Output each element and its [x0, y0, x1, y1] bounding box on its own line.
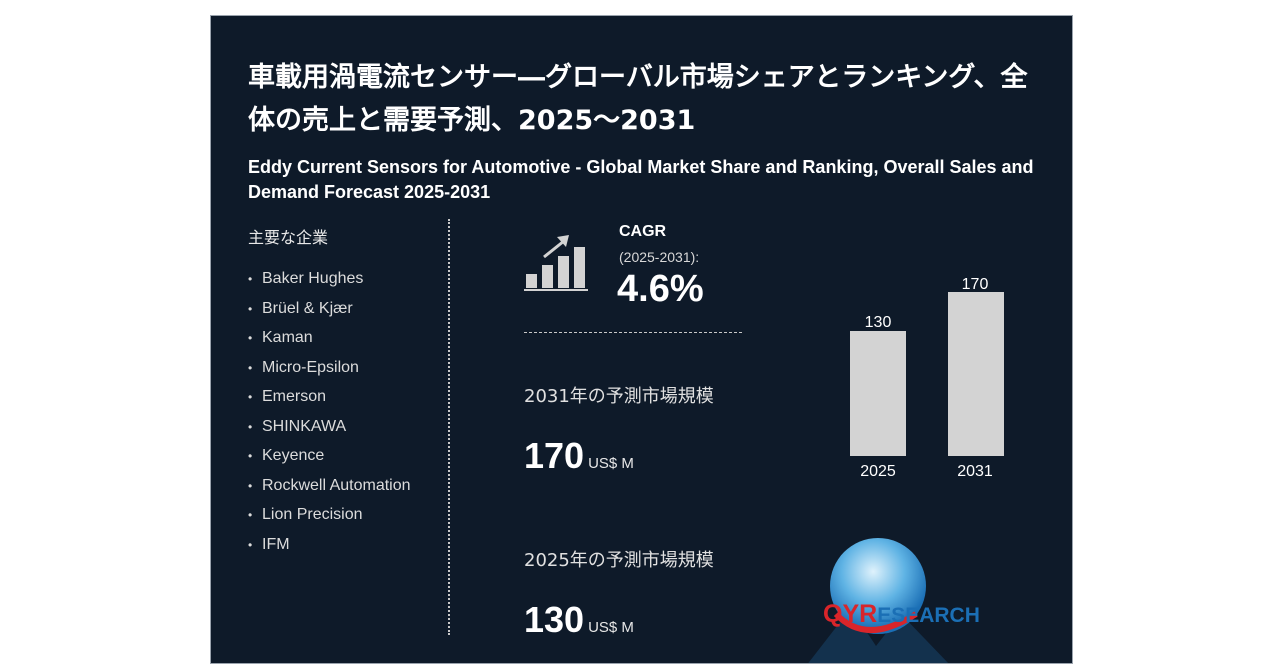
list-item: • SHINKAWA: [248, 415, 438, 439]
bullet-icon: •: [248, 331, 253, 345]
company-name: Baker Hughes: [262, 270, 364, 287]
forecast-2025-value: 130 US$ M: [524, 599, 634, 641]
forecast-2031-label: 2031年の予測市場規模: [524, 386, 714, 407]
cagr-label: CAGR: [619, 223, 667, 240]
list-item: • Baker Hughes: [248, 267, 438, 291]
key-companies-heading: 主要な企業: [248, 228, 329, 247]
qyresearch-logo: QYRESEARCH: [796, 536, 1046, 663]
forecast-2031-unit: US$ M: [588, 455, 634, 472]
company-name: IFM: [262, 535, 290, 553]
bar-category-2025: 2025: [860, 463, 896, 480]
cagr-value: 4.6%: [617, 268, 704, 310]
list-item: • Keyence: [248, 444, 438, 468]
bar-category-2031: 2031: [957, 463, 993, 480]
globe-icon: [808, 538, 949, 663]
logo-wordmark: QYRESEARCH: [823, 600, 980, 629]
forecast-2025-number: 130: [524, 599, 585, 640]
forecast-2025-unit: US$ M: [588, 619, 634, 636]
list-item: • Kaman: [248, 326, 438, 350]
list-item: • IFM: [248, 533, 438, 557]
bar-2031: [948, 292, 1004, 456]
company-name: Kaman: [262, 329, 313, 346]
bar-value-2031: 170: [961, 276, 989, 293]
cagr-period: (2025-2031):: [619, 249, 700, 265]
bullet-icon: •: [248, 508, 253, 522]
company-name: Rockwell Automation: [262, 476, 411, 494]
infographic-panel: 車載用渦電流センサー―グローバル市場シェアとランキング、全体の売上と需要予測、2…: [211, 16, 1072, 663]
bullet-icon: •: [248, 478, 253, 493]
list-item: • Micro-Epsilon: [248, 356, 438, 380]
bullet-icon: •: [248, 419, 253, 434]
market-size-bar-chart: 130 2025 170 2031: [811, 256, 1051, 496]
title-japanese: 車載用渦電流センサー―グローバル市場シェアとランキング、全体の売上と需要予測、2…: [248, 62, 1028, 136]
company-name: SHINKAWA: [262, 417, 347, 435]
bar-value-2025: 130: [864, 314, 892, 331]
logo-qyr: QYR: [823, 600, 878, 628]
vertical-divider: [448, 219, 450, 635]
bar-2025: [850, 331, 906, 456]
forecast-2031-number: 170: [524, 435, 585, 476]
bullet-icon: •: [248, 537, 253, 552]
bullet-icon: •: [248, 360, 253, 375]
company-name: Lion Precision: [262, 506, 363, 523]
list-item: • Brüel & Kjær: [248, 297, 438, 321]
company-list: • Baker Hughes • Brüel & Kjær • Kaman • Micr…: [248, 267, 438, 562]
growth-chart-icon: [524, 235, 588, 291]
bullet-icon: •: [248, 449, 253, 463]
company-name: Brüel & Kjær: [262, 299, 353, 317]
list-item: • Rockwell Automation: [248, 474, 438, 498]
horizontal-divider: [524, 332, 742, 333]
bullet-icon: •: [248, 272, 253, 286]
company-name: Emerson: [262, 388, 327, 405]
forecast-2031-value: 170 US$ M: [524, 435, 634, 477]
title-english: Eddy Current Sensors for Automotive - Gl…: [248, 157, 1034, 202]
logo-research: ESEARCH: [877, 604, 980, 627]
company-name: Micro-Epsilon: [262, 358, 359, 376]
bullet-icon: •: [248, 301, 253, 316]
list-item: • Emerson: [248, 385, 438, 409]
list-item: • Lion Precision: [248, 503, 438, 527]
bullet-icon: •: [248, 390, 253, 404]
company-name: Keyence: [262, 447, 325, 464]
forecast-2025-label: 2025年の予測市場規模: [524, 550, 714, 571]
